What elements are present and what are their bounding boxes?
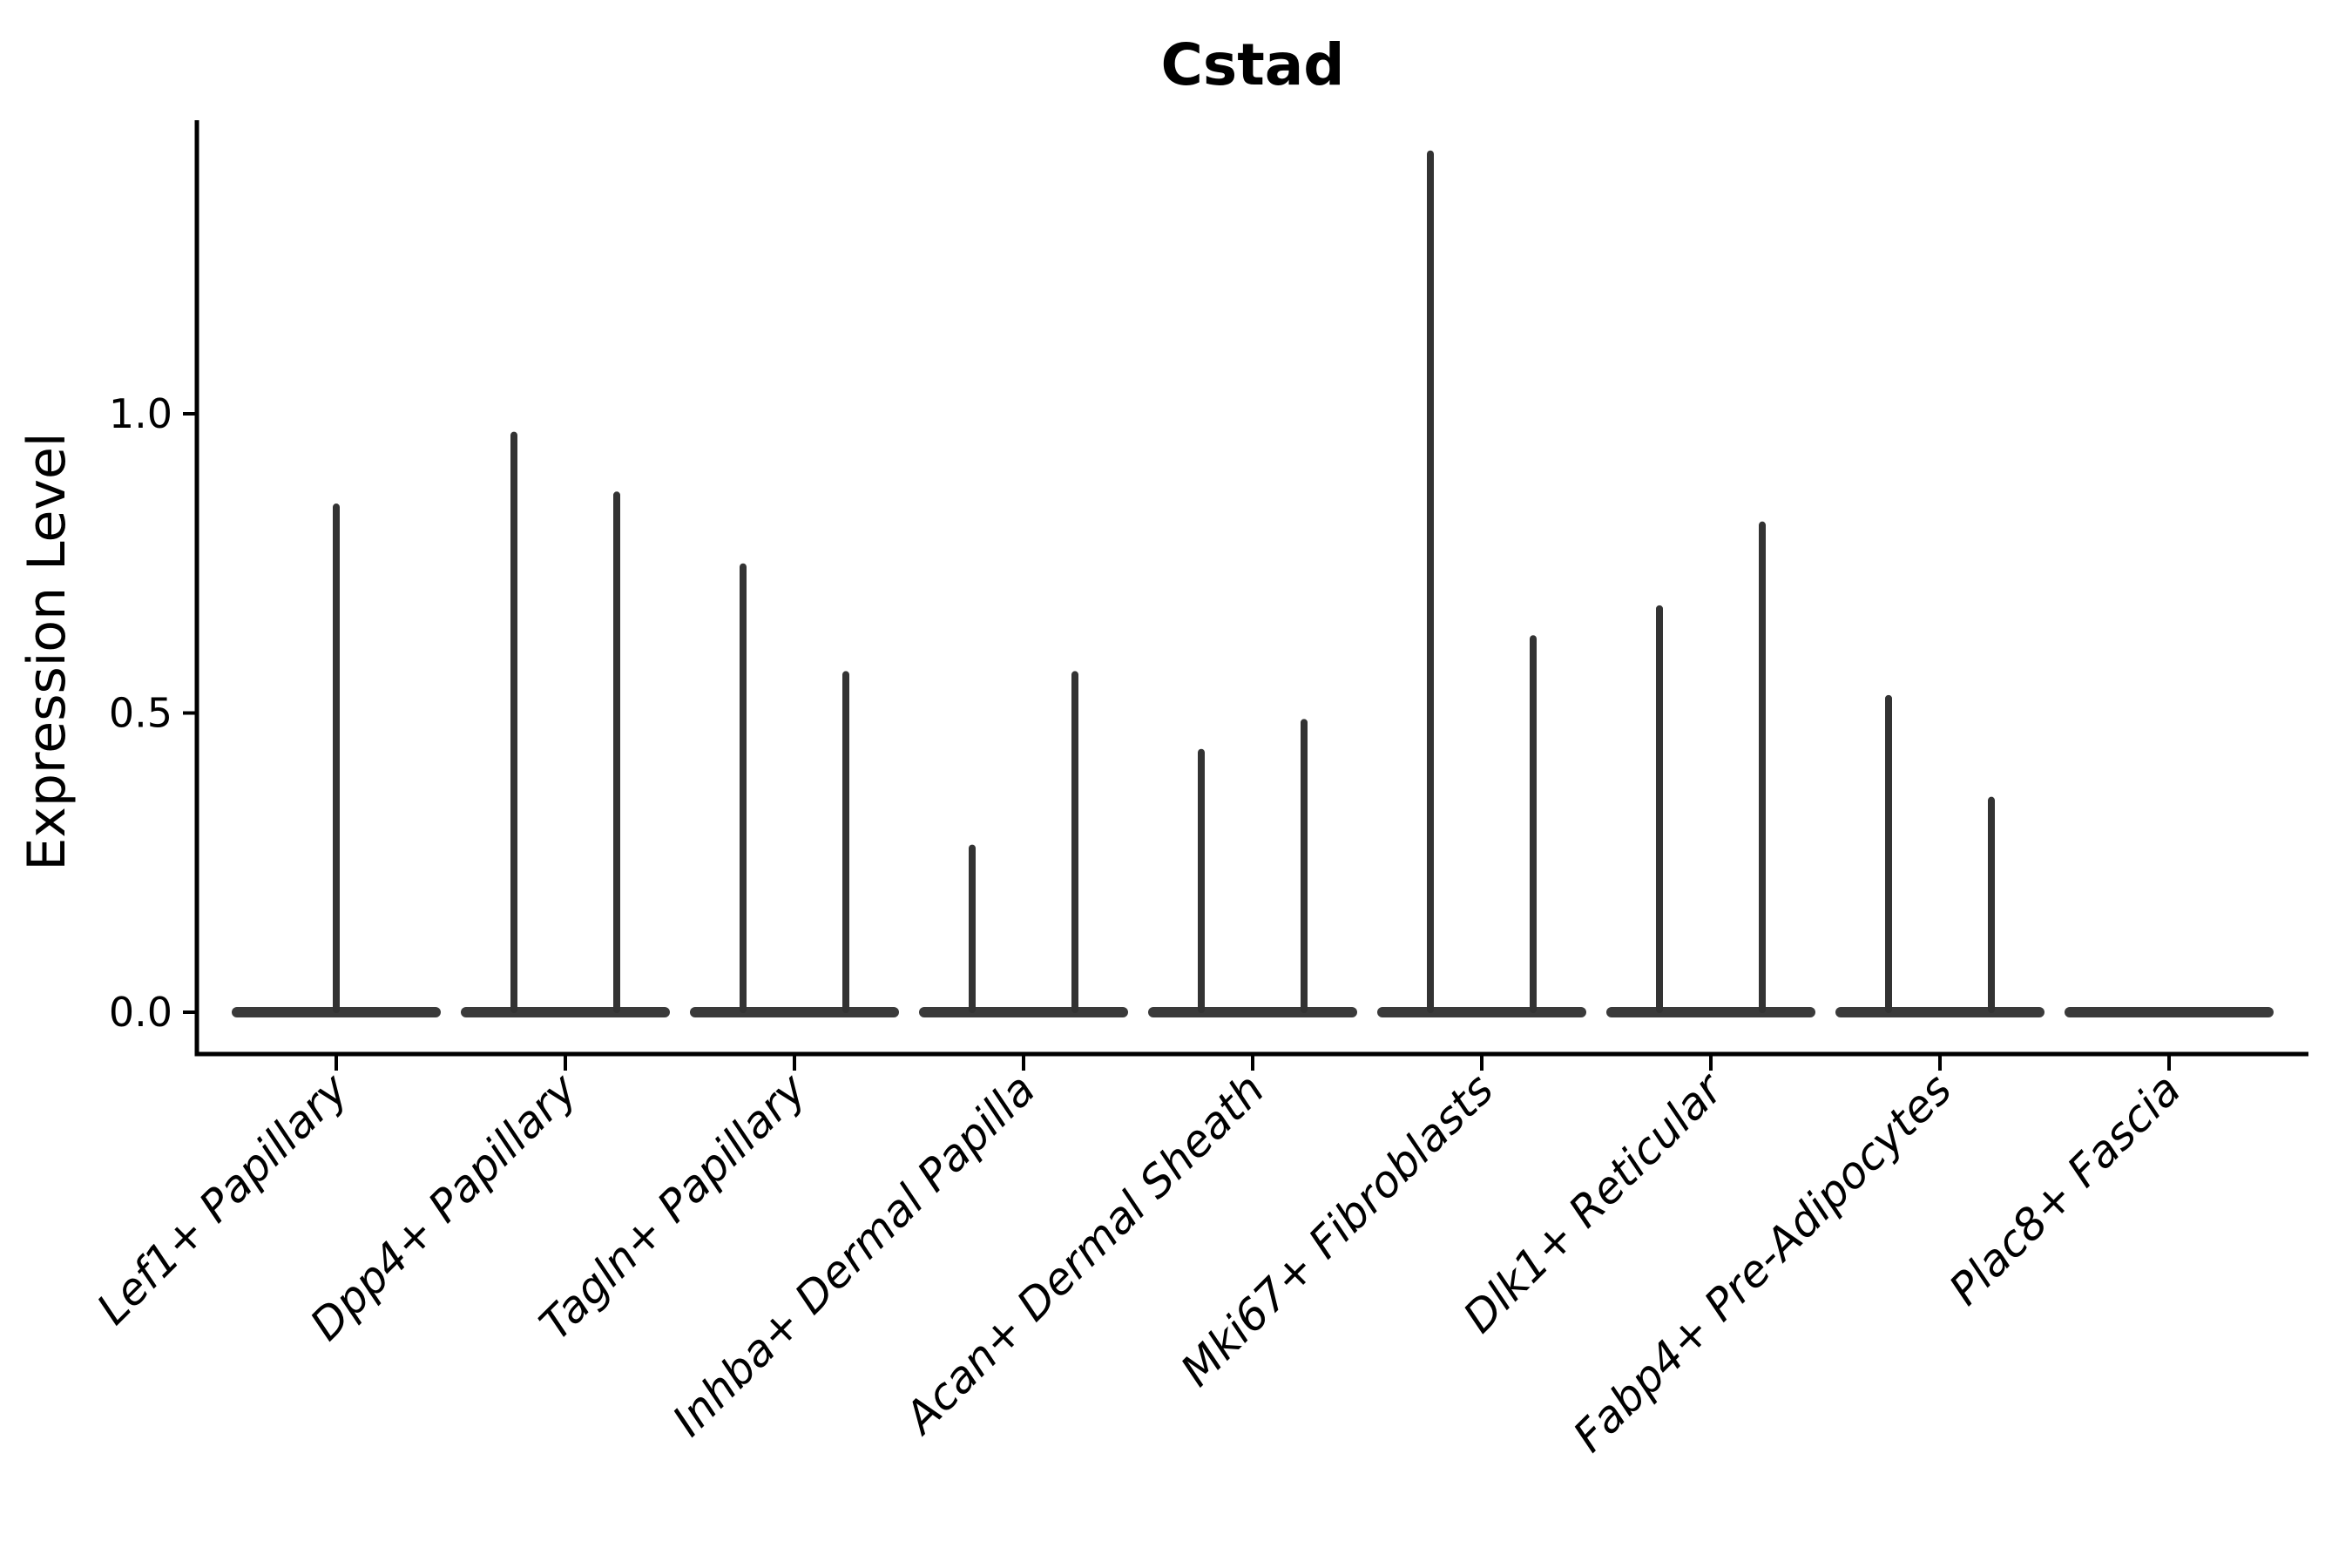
y-ticks-group: 0.0 0.5 1.0 <box>109 390 197 1036</box>
x-tick-label: Plac8+ Fascia <box>1940 1064 2191 1315</box>
x-tick-label: Fabp4+ Pre-Adipocytes <box>1564 1064 1962 1462</box>
y-axis-label: Expression Level <box>17 432 78 870</box>
violin-base <box>461 1007 670 1017</box>
violin-base <box>1606 1007 1815 1017</box>
y-tick-label: 0.5 <box>109 690 172 737</box>
violin-base <box>690 1007 899 1017</box>
violin-base <box>1148 1007 1357 1017</box>
y-tick-label: 0.0 <box>109 989 172 1036</box>
x-tick-label: Acan+ Dermal Sheath <box>894 1064 1274 1444</box>
x-tick-label: Lef1+ Papillary <box>87 1063 358 1334</box>
x-tick-label: Inhba+ Dermal Papilla <box>663 1064 1044 1445</box>
violin-base <box>2065 1007 2274 1017</box>
y-tick-label: 1.0 <box>109 390 172 437</box>
violin-base <box>1835 1007 2044 1017</box>
violin-base <box>1377 1007 1586 1017</box>
violin-base <box>919 1007 1128 1017</box>
plot-title: Cstad <box>1160 31 1344 98</box>
violins-group <box>232 150 2274 1017</box>
